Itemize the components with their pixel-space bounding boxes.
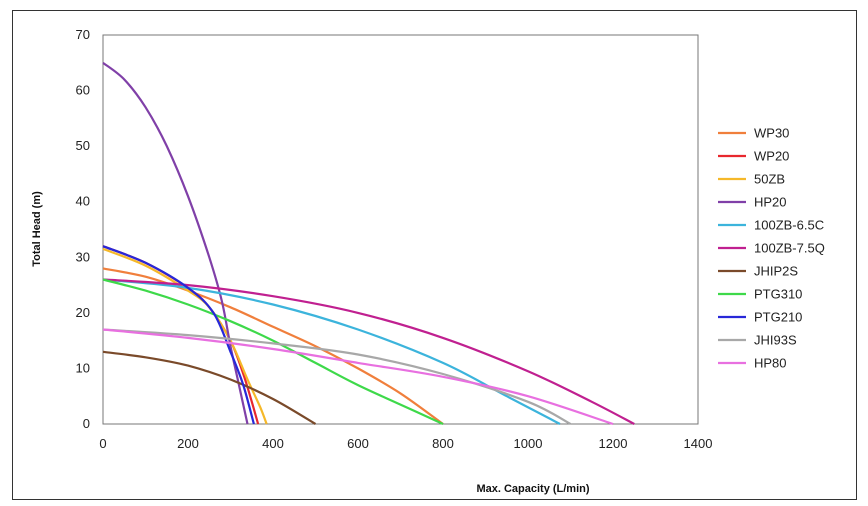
x-tick-label: 600 <box>347 436 369 451</box>
series-line-ptg310 <box>102 278 444 426</box>
x-axis-label: Max. Capacity (L/min) <box>476 483 589 495</box>
legend-label-jhip2s: JHIP2S <box>754 264 798 279</box>
x-tick-label: 200 <box>177 436 199 451</box>
y-tick-label: 40 <box>76 194 90 209</box>
series-line-50zb <box>102 247 268 425</box>
series-line-jhi93s <box>102 328 572 425</box>
y-tick-label: 0 <box>83 416 90 431</box>
legend-label-hp20: HP20 <box>754 195 787 210</box>
x-tick-label: 800 <box>432 436 454 451</box>
x-tick-label: 1200 <box>599 436 628 451</box>
legend-label-wp30: WP30 <box>754 126 789 141</box>
y-tick-label: 20 <box>76 305 90 320</box>
y-tick-label: 60 <box>76 83 90 98</box>
series-line-wp30 <box>102 267 444 425</box>
legend-label-jhi93s: JHI93S <box>754 333 797 348</box>
x-tick-label: 0 <box>99 436 106 451</box>
y-tick-label: 50 <box>76 138 90 153</box>
y-tick-label: 70 <box>76 27 90 42</box>
series-line-jhip2s <box>102 350 317 425</box>
legend-label-wp20: WP20 <box>754 149 789 164</box>
legend-label-50zb: 50ZB <box>754 172 785 187</box>
y-tick-label: 30 <box>76 249 90 264</box>
legend-label-100zb-7-5q: 100ZB-7.5Q <box>754 241 825 256</box>
legend-label-100zb-6-5c: 100ZB-6.5C <box>754 218 824 233</box>
series-line-100zb-7-5q <box>102 278 635 425</box>
x-tick-label: 1000 <box>514 436 543 451</box>
legend-label-hp80: HP80 <box>754 356 787 371</box>
y-tick-label: 10 <box>76 360 90 375</box>
plot-area <box>102 34 699 425</box>
series-line-hp80 <box>102 328 614 426</box>
series-line-ptg210 <box>102 245 255 425</box>
legend-label-ptg210: PTG210 <box>754 310 802 325</box>
x-tick-label: 1400 <box>684 436 713 451</box>
legend-label-ptg310: PTG310 <box>754 287 802 302</box>
y-axis-label: Total Head (m) <box>31 191 43 267</box>
x-tick-label: 400 <box>262 436 284 451</box>
series-line-hp20 <box>102 61 249 425</box>
